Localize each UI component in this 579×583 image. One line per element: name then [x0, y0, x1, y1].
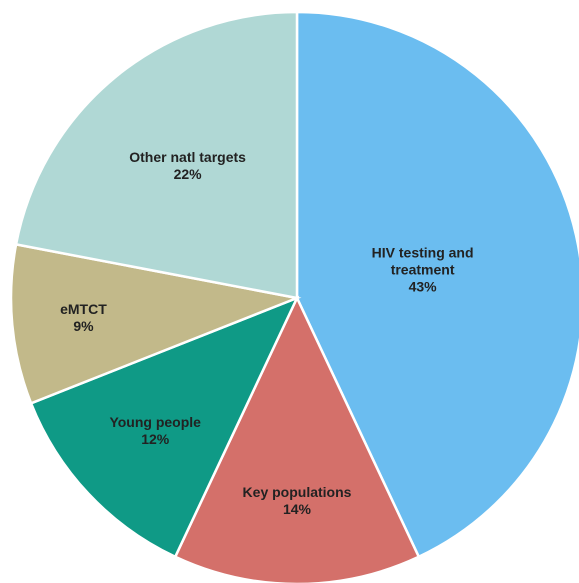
slice-name: Key populations: [242, 484, 352, 501]
slice-name: HIV testing and treatment: [371, 244, 474, 278]
pie-slice: [29, 295, 300, 559]
slice-value: 43%: [408, 278, 437, 295]
slice-name: eMTCT: [60, 301, 107, 318]
slice-label: Key populations 14%: [222, 484, 372, 518]
slice-label: HIV testing and treatment 43%: [348, 244, 498, 295]
pie-slice: [173, 295, 421, 583]
slice-value: 12%: [141, 431, 170, 448]
pie-slice: [14, 10, 299, 300]
slice-value: 22%: [173, 165, 202, 182]
slice-name: Other natl targets: [129, 148, 246, 165]
slice-label: Other natl targets 22%: [113, 149, 263, 183]
slice-label: Young people 12%: [80, 414, 230, 448]
pie-slice: [295, 10, 579, 559]
slice-label: eMTCT 9%: [8, 301, 158, 335]
pie-slice: [9, 242, 302, 405]
slice-name: Young people: [109, 414, 201, 431]
slice-value: 9%: [73, 318, 94, 335]
slice-value: 14%: [282, 501, 312, 518]
